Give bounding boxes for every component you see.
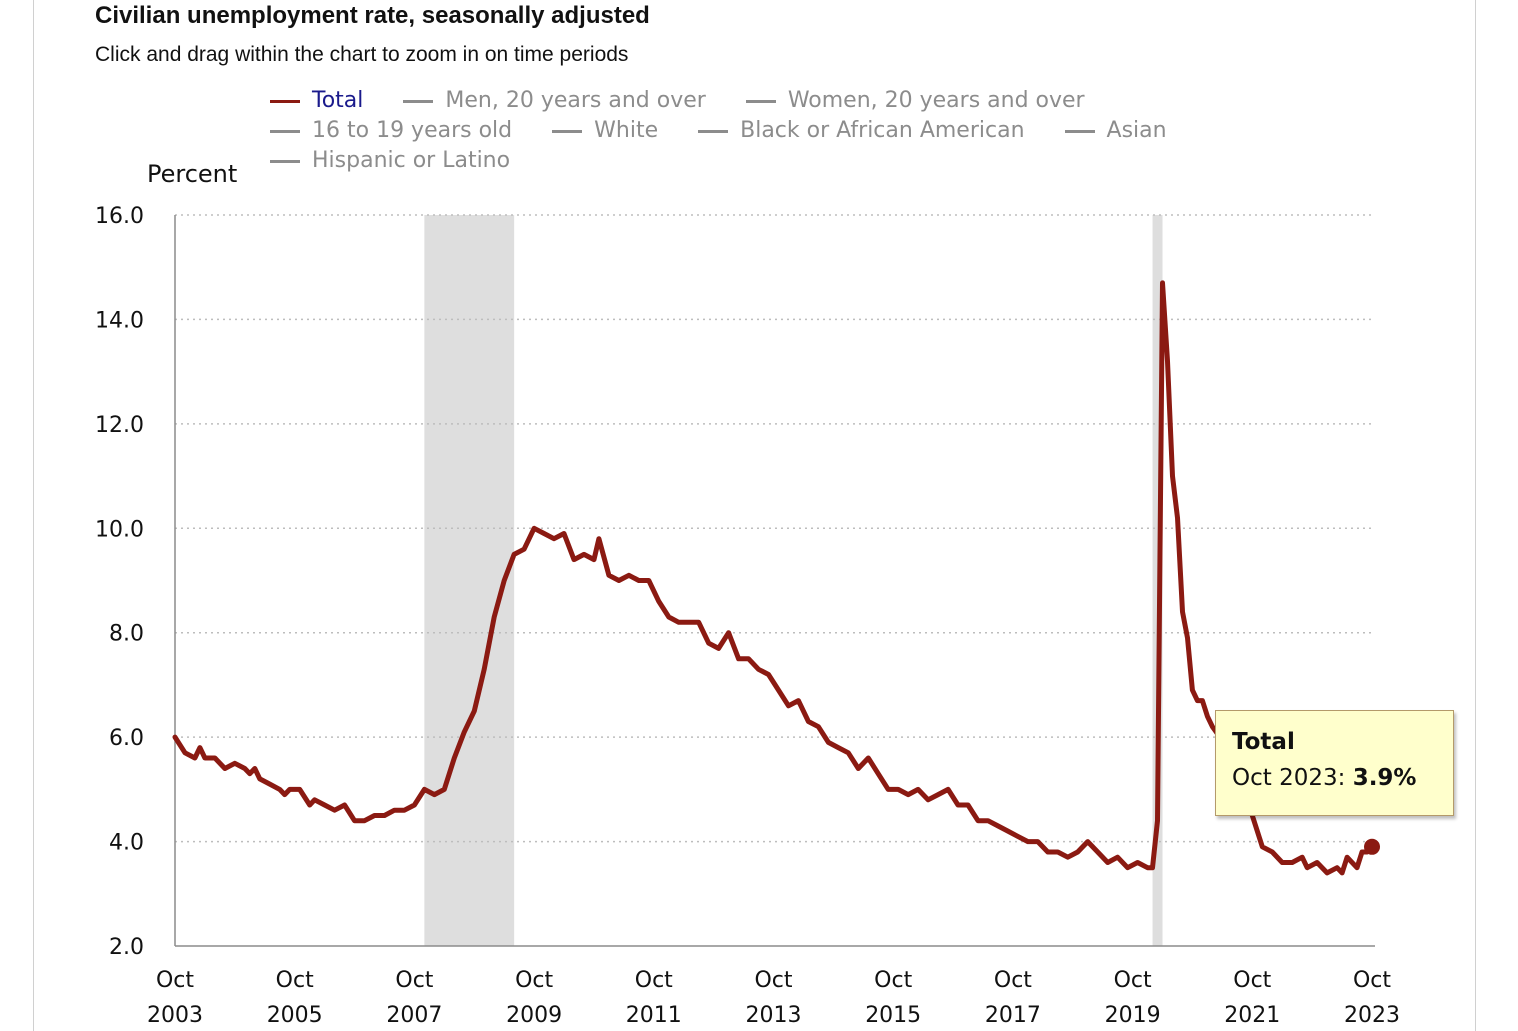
x-tick-year: 2011 [626, 1003, 682, 1028]
y-tick-label: 2.0 [109, 935, 144, 960]
x-tick-year: 2021 [1224, 1003, 1280, 1028]
x-tick-year: 2019 [1105, 1003, 1161, 1028]
legend-item-asian[interactable]: Asian [1064, 116, 1167, 146]
frame-left-border [33, 0, 34, 1031]
legend-label: Men, 20 years and over [445, 88, 706, 113]
legend-label: Women, 20 years and over [787, 88, 1085, 113]
data-tooltip: Total Oct 2023: 3.9% [1215, 710, 1454, 816]
legend-item-men-20-and-over[interactable]: Men, 20 years and over [403, 86, 706, 116]
y-tick-labels: 2.0 4.0 6.0 8.0 10.0 12.0 14.0 16.0 [95, 204, 144, 960]
x-tick-year: 2005 [267, 1003, 323, 1028]
legend-label: Hispanic or Latino [312, 148, 511, 173]
recession-bands [424, 215, 1163, 946]
series-lines [172, 280, 1380, 876]
legend-item-black[interactable]: Black or African American [698, 116, 1025, 146]
legend-item-total[interactable]: Total [270, 86, 363, 116]
tooltip-value: 3.9% [1352, 765, 1417, 791]
highlighted-data-point [1364, 838, 1380, 855]
tooltip-value-line: Oct 2023: 3.9% [1232, 765, 1416, 791]
x-tick-year: 2017 [985, 1003, 1041, 1028]
y-tick-label: 8.0 [109, 622, 144, 647]
y-tick-label: 14.0 [95, 308, 144, 333]
legend-row: 16 to 19 years old White Black or Africa… [270, 116, 1270, 146]
legend-label: White [594, 118, 659, 143]
frame-right-border [1475, 0, 1476, 1031]
x-tick-month: Oct [874, 968, 912, 993]
x-tick-month: Oct [754, 968, 792, 993]
x-tick-labels: Oct 2003 Oct 2005 Oct 2007 Oct 2009 Oct 2011 Oct 20… [147, 968, 1400, 1028]
legend-swatch [270, 99, 300, 103]
legend-row: Total Men, 20 years and over Women, 20 y… [270, 86, 1270, 116]
tooltip-series-name: Total [1232, 729, 1295, 755]
recession-band [424, 215, 515, 946]
x-tick-month: Oct [635, 968, 673, 993]
legend-label: Asian [1106, 118, 1167, 143]
y-axis-label: Percent [147, 160, 238, 188]
axes [174, 215, 1375, 947]
x-tick-month: Oct [994, 968, 1032, 993]
legend-item-white[interactable]: White [552, 116, 658, 146]
series-line-total [172, 280, 1375, 876]
x-tick-month: Oct [515, 968, 553, 993]
x-tick-month: Oct [1114, 968, 1152, 993]
legend-item-women-20-and-over[interactable]: Women, 20 years and over [745, 86, 1085, 116]
x-tick-year: 2009 [506, 1003, 562, 1028]
x-tick-year: 2007 [386, 1003, 442, 1028]
tooltip-separator: : [1337, 765, 1353, 791]
legend-label: Black or African American [740, 118, 1025, 143]
x-tick-year: 2015 [865, 1003, 921, 1028]
legend-label: 16 to 19 years old [312, 118, 513, 143]
legend-swatch [270, 129, 300, 133]
x-tick-month: Oct [156, 968, 194, 993]
legend-label: Total [312, 88, 364, 113]
legend-swatch [552, 129, 583, 133]
legend-item-16-to-19[interactable]: 16 to 19 years old [270, 116, 512, 146]
y-tick-label: 4.0 [109, 831, 144, 856]
legend-row: Hispanic or Latino [270, 146, 1270, 176]
x-tick-year: 2023 [1344, 1003, 1400, 1028]
legend-swatch [270, 159, 300, 163]
x-tick-year: 2013 [746, 1003, 802, 1028]
y-tick-label: 12.0 [95, 413, 144, 438]
y-tick-label: 16.0 [95, 204, 144, 229]
chart-title: Civilian unemployment rate, seasonally a… [95, 2, 650, 29]
legend-item-hispanic[interactable]: Hispanic or Latino [270, 146, 510, 176]
legend-swatch [403, 99, 434, 103]
legend-swatch [745, 99, 776, 103]
legend-swatch [698, 129, 729, 133]
legend-swatch [1064, 129, 1095, 133]
x-tick-month: Oct [1233, 968, 1271, 993]
y-tick-label: 6.0 [109, 726, 144, 751]
tooltip-period: Oct 2023 [1232, 765, 1338, 791]
y-tick-label: 10.0 [95, 517, 144, 542]
x-tick-month: Oct [395, 968, 433, 993]
x-tick-month: Oct [276, 968, 314, 993]
x-tick-month: Oct [1353, 968, 1391, 993]
gridlines [175, 214, 1372, 843]
legend: Total Men, 20 years and over Women, 20 y… [270, 86, 1270, 176]
chart-subtitle: Click and drag within the chart to zoom … [95, 43, 629, 66]
x-tick-year: 2003 [147, 1003, 203, 1028]
